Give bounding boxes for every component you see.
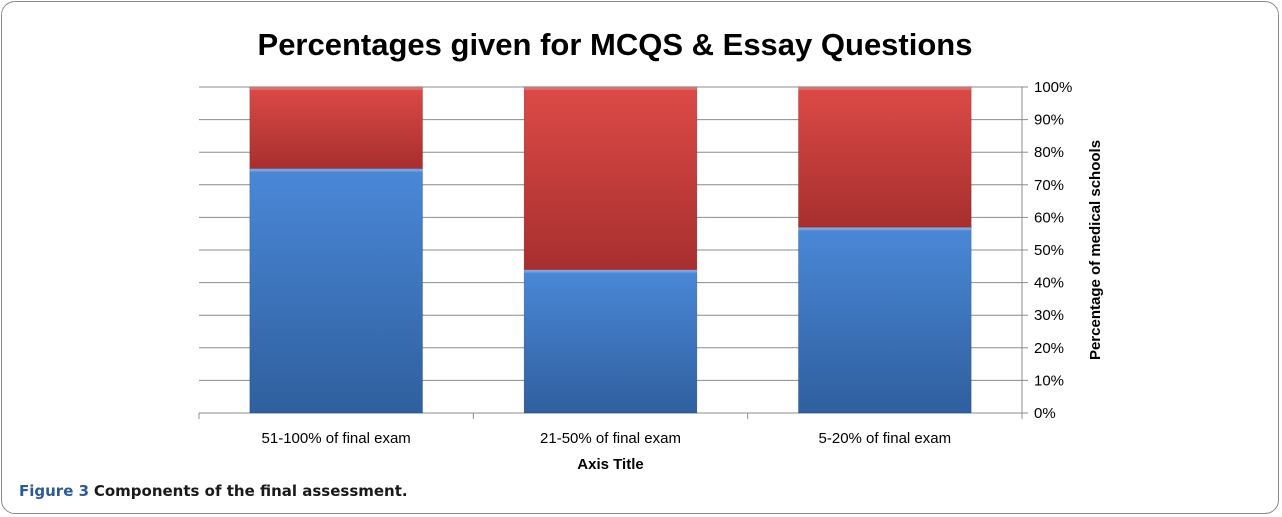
y-tick-label: 40% [1034,275,1064,292]
y-tick-label: 60% [1034,209,1064,226]
y-tick-label: 10% [1034,372,1064,389]
y-tick-label: 50% [1034,242,1064,259]
bar-segment [523,269,698,414]
y-tick-label: 0% [1034,405,1056,422]
bar-segment [797,226,972,414]
y-tick-label: 20% [1034,340,1064,357]
bar-segment-highlight [798,227,972,231]
y-axis-title: Percentage of medical schools [1087,140,1104,360]
bar-segment-highlight [249,168,423,172]
bar-segment-highlight [249,87,423,90]
bar-segment [249,86,424,169]
y-tick-label: 90% [1034,112,1064,129]
bar-segment-highlight [798,87,972,90]
x-category-label: 51-100% of final exam [262,430,411,447]
figure-label: Figure 3 [19,482,90,500]
bar-segment [249,168,424,414]
bar-segment [523,86,698,271]
bar-segment-highlight [524,87,697,90]
figure-caption: Figure 3 Components of the final assessm… [19,482,408,500]
y-tick-label: 100% [1034,79,1072,96]
y-tick-label: 80% [1034,144,1064,161]
y-tick-label: 30% [1034,307,1064,324]
y-tick-label: 70% [1034,177,1064,194]
figure-caption-text: Components of the final assessment. [93,482,408,500]
chart-title: Percentages given for MCQS & Essay Quest… [257,27,973,62]
x-category-label: 5-20% of final exam [819,430,952,447]
x-category-label: 21-50% of final exam [540,430,681,447]
bar-segment [797,86,972,228]
bar-segment-highlight [524,269,697,273]
x-axis-title: Axis Title [577,456,643,473]
